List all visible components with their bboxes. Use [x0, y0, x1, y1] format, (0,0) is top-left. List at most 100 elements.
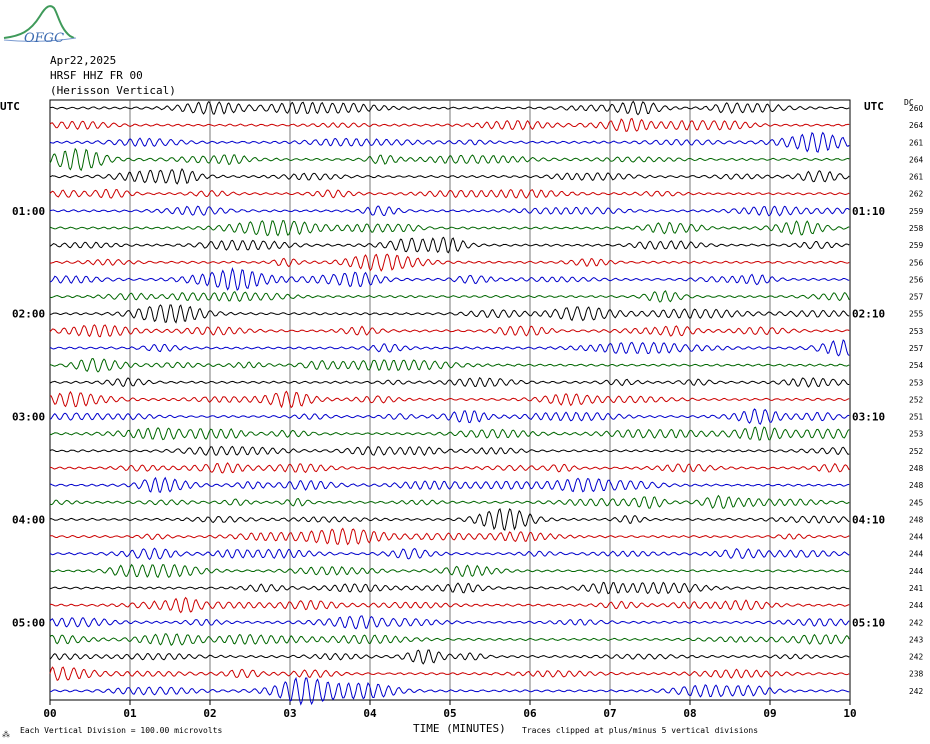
- dc-offset-label: 255: [909, 310, 924, 319]
- dc-offset-label: 259: [909, 241, 924, 250]
- trace-row: [49, 494, 850, 510]
- station-label: HRSF HHZ FR 00: [50, 69, 143, 82]
- right-time-label: 03:10: [852, 411, 885, 424]
- trace-row: [49, 666, 850, 682]
- right-time-label: 05:10: [852, 616, 885, 629]
- date-label: Apr22,2025: [50, 54, 117, 67]
- trace-row: [49, 168, 850, 185]
- trace-row: [49, 649, 850, 665]
- dc-offset-label: 244: [909, 550, 924, 559]
- dc-offset-label: 252: [909, 447, 924, 456]
- trace-row: [49, 358, 850, 373]
- right-time-label: 02:10: [852, 308, 885, 321]
- dc-offset-label: 243: [909, 635, 924, 644]
- x-tick-label: 02: [203, 707, 216, 720]
- trace-row: [49, 445, 850, 457]
- x-tick-label: 07: [603, 707, 616, 720]
- trace-row: [49, 304, 850, 324]
- trace-row: [49, 527, 850, 546]
- scale-note: Each Vertical Division = 100.00 microvol…: [20, 726, 223, 735]
- ofgc-logo: OFGC: [3, 5, 77, 44]
- trace-row: [49, 408, 850, 425]
- dc-offset-label: 253: [909, 430, 924, 439]
- dc-offset-label: 251: [909, 413, 924, 422]
- dc-label: DC: [904, 98, 914, 107]
- trace-row: [49, 633, 850, 646]
- dc-offset-label: 254: [909, 361, 924, 370]
- dc-offset-label: 264: [909, 121, 924, 130]
- x-tick-label: 10: [843, 707, 856, 720]
- dc-offset-label: 253: [909, 327, 924, 336]
- dc-offset-label: 258: [909, 224, 924, 233]
- dc-offset-label: 252: [909, 395, 924, 404]
- trace-row: [49, 426, 850, 441]
- trace-row: [49, 476, 850, 493]
- x-tick-label: 03: [283, 707, 296, 720]
- trace-row: [49, 390, 850, 409]
- trace-row: [49, 508, 850, 531]
- dc-offset-label: 264: [909, 155, 924, 164]
- dc-offset-label: 244: [909, 567, 924, 576]
- dc-offset-label: 238: [909, 670, 924, 679]
- trace-row: [49, 131, 850, 153]
- dc-offset-label: 248: [909, 464, 924, 473]
- trace-row: [49, 147, 850, 172]
- trace-row: [49, 376, 850, 388]
- dc-offset-label: 256: [909, 275, 924, 284]
- dc-offset-label: 242: [909, 618, 924, 627]
- location-label: (Herisson Vertical): [50, 84, 176, 97]
- trace-row: [49, 676, 850, 706]
- dc-offset-label: 253: [909, 378, 924, 387]
- xaxis-title: TIME (MINUTES): [413, 722, 506, 735]
- trace-row: [49, 117, 850, 132]
- trace-row: [49, 188, 850, 199]
- trace-row: [49, 324, 850, 338]
- dc-offset-label: 245: [909, 498, 924, 507]
- x-tick-label: 00: [43, 707, 56, 720]
- dc-offset-label: 262: [909, 190, 924, 199]
- dc-offset-label: 244: [909, 601, 924, 610]
- trace-row: [49, 563, 850, 579]
- trace-row: [49, 253, 850, 272]
- trace-row: [49, 236, 850, 254]
- trace-row: [49, 290, 850, 303]
- x-tick-label: 09: [763, 707, 776, 720]
- right-time-label: 04:10: [852, 513, 885, 526]
- logo-text: OFGC: [24, 31, 64, 44]
- x-tick-label: 01: [123, 707, 137, 720]
- left-time-label: 02:00: [12, 308, 45, 321]
- trace-row: [49, 220, 850, 237]
- x-tick-label: 08: [683, 707, 696, 720]
- trace-row: [49, 339, 850, 357]
- left-time-label: 04:00: [12, 513, 45, 526]
- left-time-label: 03:00: [12, 411, 45, 424]
- dc-offset-label: 242: [909, 653, 924, 662]
- dc-offset-label: 259: [909, 207, 924, 216]
- dc-offset-label: 248: [909, 481, 924, 490]
- left-utc-label: UTC: [0, 100, 20, 113]
- left-time-label: 05:00: [12, 616, 45, 629]
- x-tick-label: 05: [443, 707, 456, 720]
- trace-row: [49, 100, 850, 116]
- dc-offset-label: 241: [909, 584, 924, 593]
- trace-row: [49, 615, 850, 630]
- dc-offset-label: 261: [909, 138, 924, 147]
- clip-note: Traces clipped at plus/minus 5 vertical …: [522, 726, 759, 735]
- trace-row: [49, 596, 850, 614]
- trace-row: [49, 581, 850, 595]
- left-time-label: 01:00: [12, 205, 45, 218]
- x-tick-label: 04: [363, 707, 377, 720]
- dc-offset-label: 256: [909, 258, 924, 267]
- dc-offset-label: 244: [909, 533, 924, 542]
- dc-offset-label: 257: [909, 293, 924, 302]
- dc-offset-label: 257: [909, 344, 924, 353]
- dc-offset-label: 261: [909, 173, 924, 182]
- trace-row: [49, 547, 850, 561]
- dc-offset-label: 248: [909, 515, 924, 524]
- dc-offset-label: 242: [909, 687, 924, 696]
- x-tick-label: 06: [523, 707, 537, 720]
- dc-offset-label: 260: [909, 104, 924, 113]
- right-utc-label: UTC: [864, 100, 884, 113]
- trace-row: [49, 205, 850, 217]
